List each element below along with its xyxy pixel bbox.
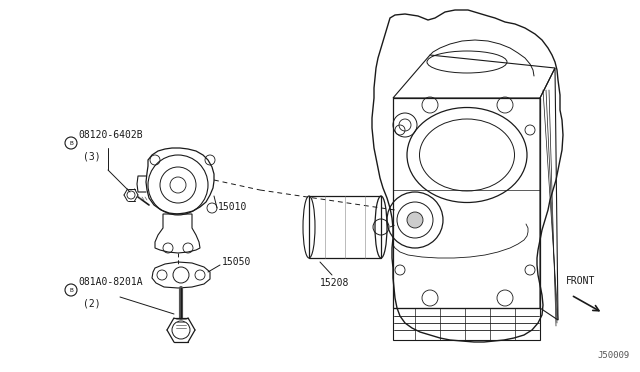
Text: 15208: 15208 (320, 278, 349, 288)
Text: B: B (69, 141, 73, 145)
Text: (2): (2) (83, 298, 100, 308)
Text: 15050: 15050 (222, 257, 252, 267)
Text: FRONT: FRONT (566, 276, 595, 286)
Text: 081A0-8201A: 081A0-8201A (78, 277, 143, 287)
Text: (3): (3) (83, 151, 100, 161)
Text: 08120-6402B: 08120-6402B (78, 130, 143, 140)
Text: B: B (69, 288, 73, 292)
Text: J50009: J50009 (598, 351, 630, 360)
Bar (309, 196, 381, 258)
Text: 15010: 15010 (218, 202, 248, 212)
Circle shape (407, 212, 423, 228)
